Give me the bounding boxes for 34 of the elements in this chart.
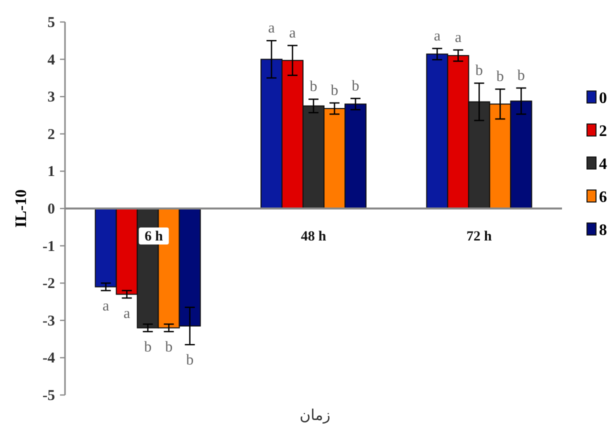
y-tick-label: 2 bbox=[48, 126, 55, 143]
data-label: a bbox=[268, 20, 276, 37]
data-label: a bbox=[289, 26, 296, 42]
y-tick-label: -1 bbox=[42, 238, 55, 255]
legend-label: 0 bbox=[599, 90, 607, 107]
legend-label: 4 bbox=[599, 156, 607, 173]
y-tick-label: -5 bbox=[42, 388, 55, 404]
y-tick-label: 5 bbox=[48, 15, 55, 31]
legend-label: 6 bbox=[599, 189, 607, 206]
y-axis-title: IL-10 bbox=[13, 189, 30, 228]
y-tick-label: -4 bbox=[42, 350, 56, 367]
data-label: b bbox=[165, 340, 173, 356]
data-label: b bbox=[352, 78, 360, 94]
y-tick-label: 4 bbox=[48, 52, 56, 68]
legend-label: 2 bbox=[599, 123, 607, 140]
y-tick-label: 0 bbox=[48, 202, 55, 218]
y-tick-label: 3 bbox=[48, 90, 55, 106]
x-tick-label: 6 h bbox=[144, 230, 164, 244]
data-label: a bbox=[454, 30, 462, 46]
data-label: b bbox=[475, 63, 483, 80]
legend-label: 8 bbox=[599, 222, 607, 239]
data-label: a bbox=[434, 28, 441, 44]
y-tick-label: 1 bbox=[48, 164, 55, 180]
data-label: b bbox=[517, 68, 525, 84]
x-axis-title: زمان bbox=[300, 406, 330, 424]
data-label: b bbox=[496, 69, 504, 86]
data-label: b bbox=[186, 352, 194, 369]
data-label: b bbox=[330, 82, 338, 99]
data-label: b bbox=[144, 340, 152, 356]
data-label: b bbox=[310, 79, 318, 96]
data-label: a bbox=[123, 306, 130, 322]
y-tick-label: -2 bbox=[42, 276, 55, 292]
data-label: a bbox=[102, 298, 110, 315]
y-tick-label: -3 bbox=[42, 313, 55, 330]
